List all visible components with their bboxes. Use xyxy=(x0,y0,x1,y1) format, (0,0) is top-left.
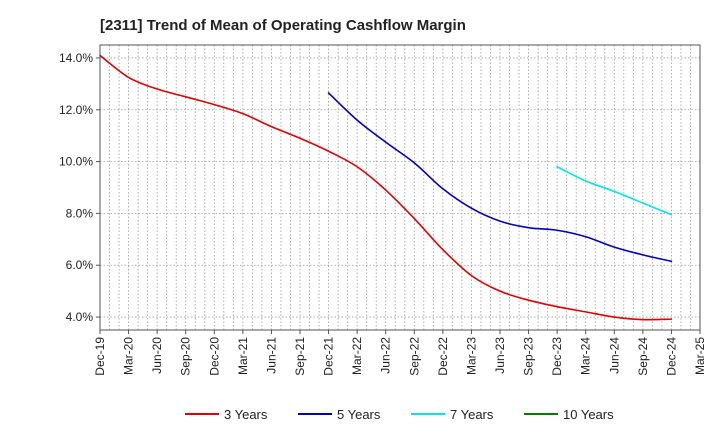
x-tick-label: Mar-21 xyxy=(236,337,250,375)
y-tick-label: 6.0% xyxy=(66,258,94,272)
x-tick-label: Dec-19 xyxy=(93,337,107,376)
x-tick-label: Dec-21 xyxy=(322,337,336,376)
plot-frame xyxy=(99,44,701,331)
x-tick-label: Mar-25 xyxy=(693,337,707,375)
y-tick-label: 8.0% xyxy=(66,206,94,220)
legend-item-7-years: 7 Years xyxy=(411,407,494,422)
x-axis-ticks: Dec-19 Mar-20 Jun-20 Sep-20 Dec-20 Mar-21 Jun-… xyxy=(93,330,707,376)
y-tick-label: 10.0% xyxy=(59,155,93,169)
legend-item-10-years: 10 Years xyxy=(524,407,614,422)
x-tick-label: Sep-21 xyxy=(293,337,307,376)
legend: 3 Years 5 Years 7 Years 10 Years xyxy=(185,407,614,422)
legend-item-5-years: 5 Years xyxy=(298,407,381,422)
x-tick-label: Jun-23 xyxy=(493,337,507,374)
x-tick-label: Sep-24 xyxy=(636,337,650,376)
legend-label: 3 Years xyxy=(224,407,268,422)
x-tick-label: Sep-22 xyxy=(407,337,421,376)
x-tick-label: Jun-22 xyxy=(379,337,393,374)
x-tick-label: Dec-20 xyxy=(207,337,221,376)
x-tick-label: Dec-24 xyxy=(664,337,678,376)
x-tick-label: Mar-20 xyxy=(122,337,136,375)
y-tick-label: 14.0% xyxy=(59,51,93,65)
x-tick-label: Sep-23 xyxy=(522,337,536,376)
y-axis-ticks: 4.0% 6.0% 8.0% 10.0% 12.0% 14.0% xyxy=(59,51,100,324)
series-line-3-years xyxy=(99,54,673,321)
y-tick-label: 12.0% xyxy=(59,103,93,117)
x-tick-label: Jun-21 xyxy=(264,337,278,374)
x-tick-label: Mar-24 xyxy=(579,337,593,375)
x-tick-label: Dec-22 xyxy=(436,337,450,376)
x-tick-label: Mar-22 xyxy=(350,337,364,375)
legend-item-3-years: 3 Years xyxy=(185,407,268,422)
legend-label: 5 Years xyxy=(337,407,381,422)
y-tick-label: 4.0% xyxy=(66,310,94,324)
x-tick-label: Jun-20 xyxy=(150,337,164,374)
x-tick-label: Sep-20 xyxy=(179,337,193,376)
x-tick-label: Dec-23 xyxy=(550,337,564,376)
series-line-7-years xyxy=(556,165,673,216)
series-line-5-years xyxy=(327,92,673,263)
grid xyxy=(100,45,700,330)
x-tick-label: Jun-24 xyxy=(607,337,621,374)
x-tick-label: Mar-23 xyxy=(464,337,478,375)
legend-label: 10 Years xyxy=(563,407,614,422)
series-lines xyxy=(99,54,673,321)
legend-label: 7 Years xyxy=(450,407,494,422)
chart-title: [2311] Trend of Mean of Operating Cashfl… xyxy=(100,17,466,34)
